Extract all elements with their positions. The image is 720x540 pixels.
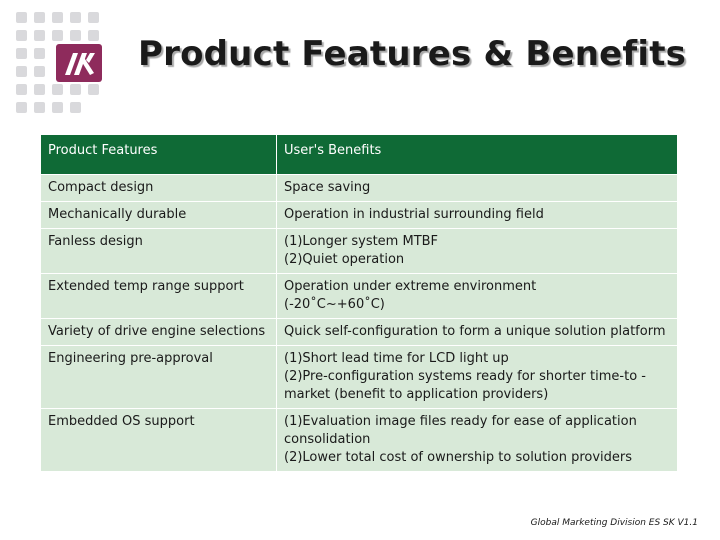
benefit-cell: (1)Short lead time for LCD light up (2)Pr… [276, 345, 678, 409]
benefit-cell: (1)Longer system MTBF (2)Quiet operation [276, 228, 678, 274]
table-header-row: Product Features User's Benefits [40, 134, 678, 175]
feature-cell: Variety of drive engine selections [40, 318, 277, 346]
benefit-line: (2)Lower total cost of ownership to solu… [284, 450, 633, 465]
feature-cell: Compact design [40, 174, 277, 202]
benefit-cell: Operation in industrial surrounding fiel… [276, 201, 678, 229]
benefit-line: (2)Quiet operation [284, 252, 405, 267]
header-product-features: Product Features [40, 134, 277, 175]
table-row: Embedded OS support (1)Evaluation image f… [40, 408, 678, 472]
table-row: Fanless design (1)Longer system MTBF (2)Qu… [40, 228, 678, 274]
decorative-dot-grid [16, 12, 106, 122]
feature-cell: Embedded OS support [40, 408, 277, 472]
table-row: Extended temp range support Operation und… [40, 273, 678, 319]
benefit-line: Operation in industrial surrounding fiel… [284, 207, 544, 222]
table-row: Compact design Space saving [40, 174, 678, 202]
benefit-line: Quick self-configuration to form a uniqu… [284, 324, 666, 339]
feature-cell: Engineering pre-approval [40, 345, 277, 409]
benefit-cell: Space saving [276, 174, 678, 202]
benefit-line: (1)Short lead time for LCD light up [284, 351, 509, 366]
table-row: Variety of drive engine selections Quick … [40, 318, 678, 346]
features-table: Product Features User's Benefits Compact… [40, 134, 678, 472]
benefit-cell: (1)Evaluation image files ready for ease… [276, 408, 678, 472]
benefit-line: (1)Evaluation image files ready for ease… [284, 414, 637, 447]
header-users-benefits: User's Benefits [276, 134, 678, 175]
company-logo [56, 44, 102, 82]
benefit-line: Operation under extreme environment [284, 279, 537, 294]
benefit-cell: Operation under extreme environment (-20˚… [276, 273, 678, 319]
benefit-line: Space saving [284, 180, 371, 195]
benefit-line: (-20˚C~+60˚C) [284, 297, 385, 312]
feature-cell: Extended temp range support [40, 273, 277, 319]
benefit-cell: Quick self-configuration to form a uniqu… [276, 318, 678, 346]
benefit-line: (1)Longer system MTBF [284, 234, 439, 249]
feature-cell: Fanless design [40, 228, 277, 274]
table-row: Mechanically durable Operation in industr… [40, 201, 678, 229]
footer-text: Global Marketing Division ES SK V1.1 [530, 518, 698, 528]
feature-cell: Mechanically durable [40, 201, 277, 229]
benefit-line: (2)Pre-configuration systems ready for s… [284, 369, 646, 402]
page-title: Product Features & Benefits [138, 34, 687, 74]
table-row: Engineering pre-approval (1)Short lead ti… [40, 345, 678, 409]
